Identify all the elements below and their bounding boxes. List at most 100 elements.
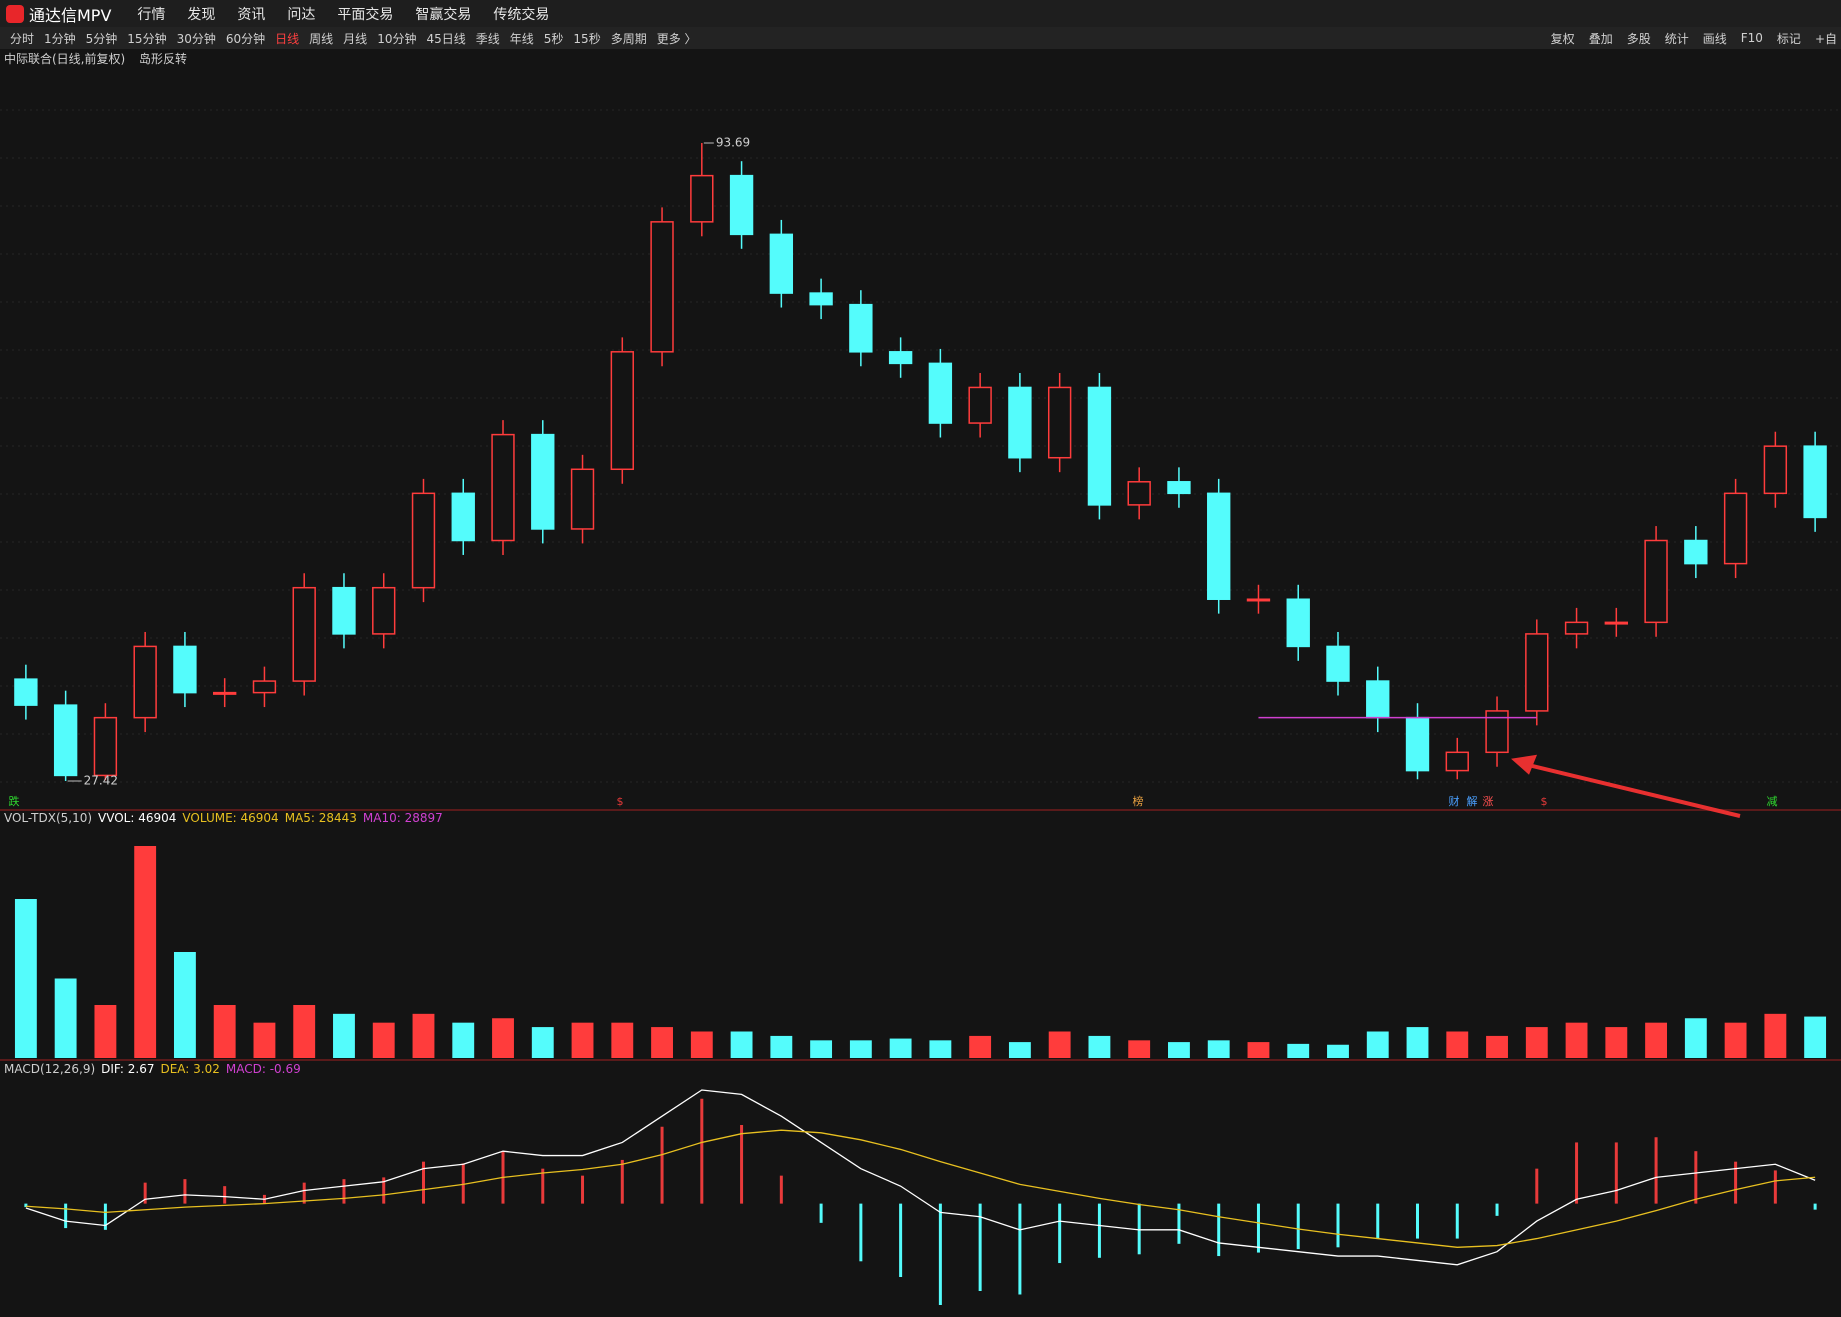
- period-button[interactable]: 30分钟: [176, 31, 216, 46]
- legend-item: VOLUME: 46904: [182, 811, 279, 825]
- macd-line: [25, 1129, 1816, 1248]
- candle-body: [968, 386, 992, 424]
- volume-bar: [1088, 1035, 1111, 1058]
- period-button[interactable]: 更多 〉: [656, 31, 697, 46]
- title-line: 中际联合(日线,前复权) 岛形反转: [4, 50, 197, 67]
- tool-button[interactable]: 标记: [1776, 31, 1801, 46]
- period-button[interactable]: 5分钟: [85, 31, 118, 46]
- period-button[interactable]: 15秒: [573, 31, 601, 46]
- tool-button[interactable]: F10: [1740, 31, 1763, 45]
- period-button[interactable]: 周线: [309, 31, 334, 46]
- period-button[interactable]: 月线: [343, 31, 368, 46]
- candle-body: [213, 691, 237, 695]
- event-marker: 涨: [1483, 795, 1494, 808]
- candle-body: [133, 645, 157, 719]
- candle-body: [1723, 492, 1748, 565]
- high-label: 93.69: [716, 136, 750, 150]
- menu-item[interactable]: 资讯: [237, 6, 266, 23]
- candle-body: [650, 221, 674, 353]
- period-button[interactable]: 年线: [509, 31, 534, 46]
- menu-item[interactable]: 传统交易: [493, 6, 550, 23]
- candle-body: [451, 492, 475, 542]
- period-button[interactable]: 15分钟: [127, 31, 167, 46]
- period-button[interactable]: 季线: [475, 31, 500, 46]
- tool-button[interactable]: 多股: [1626, 31, 1651, 46]
- volume-bar: [253, 1022, 276, 1058]
- volume-bar: [1207, 1040, 1230, 1058]
- tool-button[interactable]: +自: [1814, 31, 1837, 46]
- legend-item: MA5: 28443: [284, 811, 357, 825]
- candle-body: [1604, 621, 1628, 625]
- logo-text: 通达信MPV: [29, 5, 112, 25]
- volume-bar: [452, 1022, 475, 1058]
- volume-bar: [1684, 1018, 1707, 1058]
- candle-body: [1366, 680, 1390, 719]
- volume-bar: [333, 1013, 355, 1058]
- event-marker: 财: [1449, 794, 1460, 808]
- volume-bar: [412, 1013, 435, 1058]
- candle-body: [1127, 481, 1151, 506]
- volume-bar: [690, 1031, 713, 1058]
- tool-button[interactable]: 复权: [1550, 31, 1575, 46]
- legend-item: MA10: 28897: [362, 811, 443, 825]
- toolbar: 分时 1分钟 5分钟 15分钟 30分钟 60分钟 日线 周线 月线 10分钟 45日线 季线 年线 5秒…: [0, 27, 1841, 49]
- candle-body: [173, 645, 197, 694]
- candle-body: [610, 351, 634, 471]
- candle-body: [531, 433, 555, 530]
- volume-bar: [929, 1040, 952, 1058]
- menu-item[interactable]: 问达: [287, 6, 316, 23]
- volume-bar: [1247, 1042, 1270, 1058]
- volume-bar: [571, 1022, 594, 1058]
- low-label: 27.42: [84, 774, 118, 788]
- volume-bar: [1724, 1022, 1747, 1058]
- period-button[interactable]: 日线: [275, 31, 300, 46]
- menu-item[interactable]: 行情: [137, 6, 166, 23]
- volume-bar: [1764, 1013, 1787, 1058]
- period-button[interactable]: 10分钟: [377, 31, 417, 46]
- volume-bar: [173, 952, 196, 1058]
- period-button[interactable]: 5秒: [543, 31, 564, 46]
- candle-body: [690, 174, 714, 223]
- menu-item[interactable]: 发现: [187, 6, 216, 23]
- volume-bar: [492, 1018, 514, 1058]
- tool-button[interactable]: 叠加: [1588, 31, 1613, 46]
- candle-body: [1485, 710, 1509, 754]
- tool-button[interactable]: 画线: [1702, 31, 1727, 46]
- volume-bar: [1605, 1027, 1628, 1058]
- period-button[interactable]: 1分钟: [44, 31, 76, 46]
- volume-bar: [1168, 1042, 1190, 1058]
- candle-body: [769, 233, 794, 294]
- volume-bar: [810, 1040, 833, 1058]
- tool-button[interactable]: 统计: [1664, 31, 1689, 46]
- volume-bar: [1525, 1027, 1548, 1058]
- period-button[interactable]: 60分钟: [225, 31, 266, 46]
- candle-body: [252, 680, 277, 694]
- arrow-shaft: [1522, 761, 1741, 818]
- volume-bar: [531, 1027, 554, 1058]
- candle-body: [1684, 539, 1708, 565]
- candle-body: [809, 292, 833, 306]
- legend-item: VOL-TDX(5,10): [4, 811, 93, 825]
- candle-body: [1286, 598, 1310, 648]
- candle-body: [1405, 716, 1430, 772]
- legend-item: MACD(12,26,9): [4, 1062, 96, 1076]
- menu-item[interactable]: 平面交易: [337, 6, 394, 23]
- period-button[interactable]: 45日线: [426, 31, 466, 46]
- volume-bar: [1128, 1040, 1151, 1058]
- period-button[interactable]: 多周期: [610, 31, 647, 46]
- volume-bar: [1406, 1027, 1429, 1058]
- period-button[interactable]: 分时: [10, 31, 35, 46]
- stock-name: 中际联合(日线,前复权): [4, 52, 126, 66]
- menu-item[interactable]: 智赢交易: [415, 6, 472, 23]
- candle-body: [888, 351, 913, 365]
- event-marker: $: [617, 795, 624, 808]
- candle-body: [1167, 481, 1191, 495]
- candle-body: [1087, 386, 1112, 506]
- volume-legend: VOL-TDX(5,10) VVOL: 46904 VOLUME: 46904 MA5…: [4, 811, 449, 825]
- candle-body: [14, 678, 38, 706]
- legend-item: DEA: 3.02: [160, 1062, 220, 1076]
- volume-bar: [293, 1005, 316, 1058]
- volume-bar: [611, 1022, 634, 1058]
